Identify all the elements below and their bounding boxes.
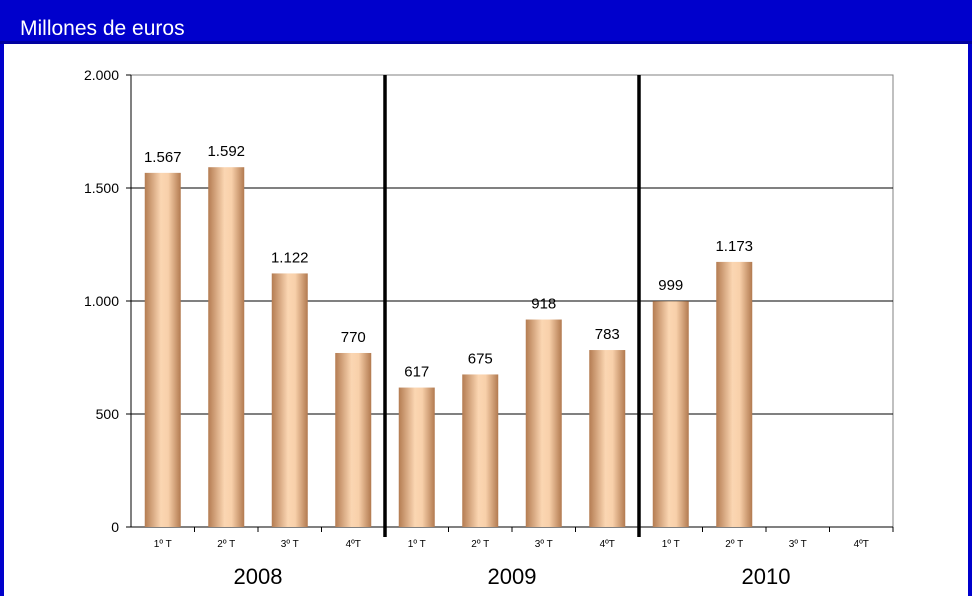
y-tick-label: 0 [111, 519, 119, 535]
category-label: 1º T [408, 539, 426, 550]
data-label: 770 [341, 329, 366, 346]
category-label: 3º T [789, 539, 807, 550]
category-label: 2º T [725, 539, 743, 550]
category-label: 4ºT [600, 539, 615, 550]
category-label: 2º T [217, 539, 235, 550]
bar [335, 352, 372, 527]
category-label: 1º T [154, 539, 172, 550]
category-label: 3º T [281, 539, 299, 550]
data-label: 675 [468, 350, 493, 367]
y-tick-label: 1.500 [84, 180, 119, 196]
data-label: 1.567 [144, 149, 182, 166]
data-label: 999 [658, 277, 683, 294]
bar [589, 350, 626, 527]
y-tick-label: 500 [96, 406, 120, 422]
category-label: 4ºT [854, 539, 869, 550]
bar [462, 374, 499, 527]
year-group-label: 2008 [234, 564, 283, 589]
category-label: 2º T [471, 539, 489, 550]
year-group-label: 2009 [488, 564, 537, 589]
bar [208, 167, 245, 527]
year-group-label: 2010 [742, 564, 791, 589]
bar [144, 172, 181, 527]
category-label: 1º T [662, 539, 680, 550]
bar [652, 301, 689, 527]
title-bar: Millones de euros [0, 0, 972, 44]
y-tick-label: 2.000 [84, 67, 119, 83]
category-label: 3º T [535, 539, 553, 550]
bar [716, 261, 753, 527]
bar [398, 387, 435, 527]
data-label: 1.592 [207, 143, 245, 160]
data-label: 617 [404, 364, 429, 381]
data-label: 1.122 [271, 249, 309, 266]
bar [525, 319, 562, 527]
data-label: 1.173 [715, 238, 753, 255]
data-label: 783 [595, 326, 620, 343]
bar [271, 273, 308, 527]
data-label: 918 [531, 296, 556, 313]
category-label: 4ºT [346, 539, 361, 550]
chart-title: Millones de euros [20, 17, 185, 40]
y-tick-label: 1.000 [84, 293, 119, 309]
